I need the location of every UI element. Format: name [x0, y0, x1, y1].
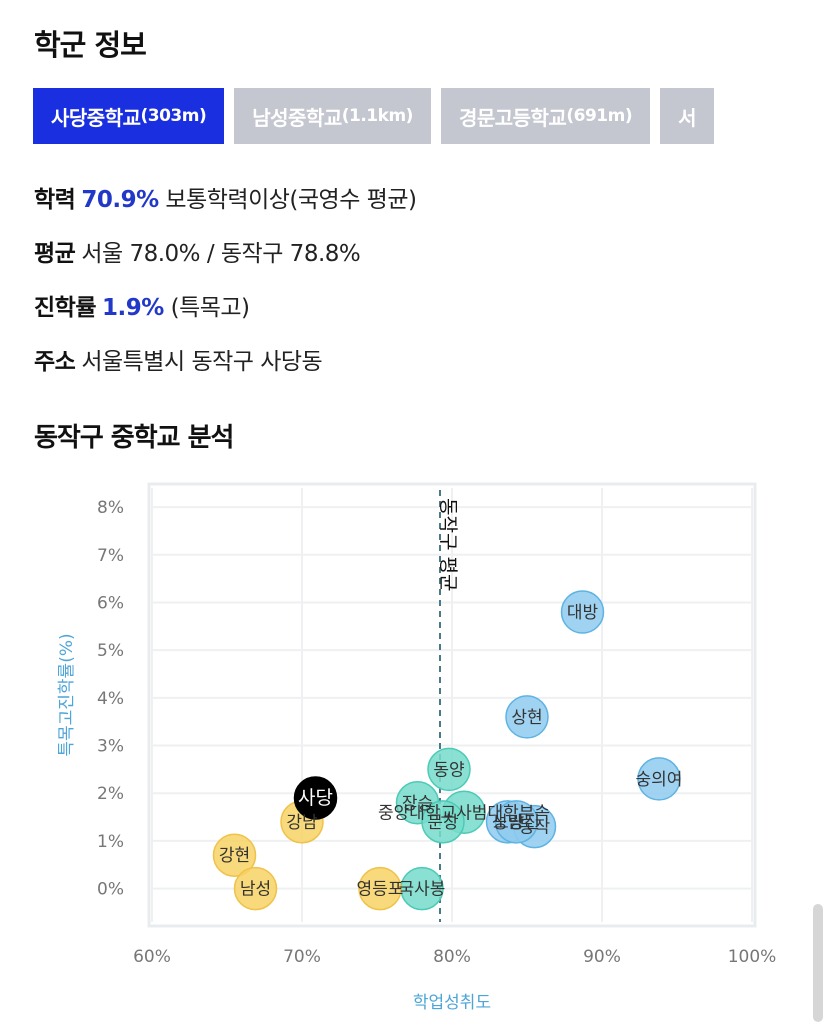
y-axis-title: 특목고진학률(%) [57, 633, 77, 756]
bubble [358, 866, 402, 911]
academic-value: 70.9% [81, 187, 159, 213]
bubble-label: 사당 [298, 787, 333, 809]
section-title: 학군 정보 [34, 28, 147, 62]
advance-desc: (특목고) [163, 295, 250, 321]
x-tick-label: 80% [433, 947, 471, 967]
tab-sadang-middle[interactable]: 사당중학교 (303m) [33, 88, 225, 144]
tab-label: 남성중학교 [252, 105, 342, 130]
y-tick-label: 0% [97, 880, 124, 900]
x-tick-label: 100% [728, 947, 777, 967]
bubble [427, 747, 471, 792]
x-tick-label: 70% [283, 947, 321, 967]
tab-gyeongmun-high[interactable]: 경문고등학교 (691m) [440, 88, 651, 144]
bubble-label: 강남 [286, 813, 318, 833]
bubble-label: 동양 [433, 760, 464, 780]
bubble-label: 중앙대학교사범대학부속 [378, 803, 550, 823]
bubble [505, 695, 549, 739]
school-tabs: 사당중학교 (303m) 남성중학교 (1.1km) 경문고등학교 (691m) 서 [33, 88, 780, 144]
average-text: 서울 78.0% / 동작구 78.8% [81, 241, 361, 267]
bubble [560, 590, 605, 634]
bubble [293, 776, 338, 820]
advance-value: 1.9% [101, 295, 164, 321]
address-text: 서울특별시 동작구 사당동 [81, 349, 323, 375]
info-average: 평균 서울 78.0% / 동작구 78.8% [34, 240, 361, 296]
bubble [233, 866, 278, 911]
bubble [212, 833, 257, 877]
bubble-label: 장승 [402, 794, 433, 814]
tab-next-school[interactable]: 서 [660, 88, 714, 144]
bubble-label: 국사봉 [399, 880, 446, 900]
bubble [421, 800, 465, 844]
bubble [494, 800, 539, 844]
y-tick-label: 7% [97, 546, 124, 566]
address-label: 주소 [34, 349, 76, 375]
bubble-label: 대방 [567, 603, 599, 623]
tab-distance: (303m) [140, 106, 207, 126]
x-axis-title: 학업성취도 [413, 993, 491, 1013]
y-tick-label: 5% [97, 641, 124, 661]
average-label: 평균 [34, 241, 76, 267]
info-academic: 학력 70.9% 보통학력이상(국영수 평균) [34, 186, 417, 242]
x-tick-label: 90% [583, 947, 621, 967]
y-tick-label: 1% [97, 832, 124, 852]
reference-line-label: 동작구 평균 [437, 498, 459, 591]
tab-label: 사당중학교 [51, 105, 141, 130]
tab-distance: (691m) [566, 106, 633, 126]
scrollbar[interactable] [813, 904, 823, 1022]
tab-distance: (1.1km) [341, 106, 414, 126]
plot-frame [147, 482, 757, 928]
tab-namseong-middle[interactable]: 남성중학교 (1.1km) [234, 88, 431, 144]
y-tick-label: 2% [97, 784, 124, 804]
academic-desc: 보통학력이상(국영수 평균) [158, 187, 417, 213]
advance-label: 진학률 [34, 295, 96, 321]
bubble-label: 숭의여 [636, 770, 683, 790]
bubble-label: 강현 [219, 846, 250, 866]
bubble-label: 상현 [511, 708, 542, 728]
y-tick-label: 4% [97, 689, 124, 709]
analysis-title: 동작구 중학교 분석 [34, 423, 234, 453]
x-tick-label: 60% [133, 947, 171, 967]
y-tick-label: 3% [97, 737, 124, 757]
bubble-label: 영등포 [357, 880, 404, 900]
bubble-label: 성남 [492, 813, 524, 833]
bubble-label: 남성 [240, 880, 271, 900]
academic-label: 학력 [34, 187, 76, 213]
bubble-label: 노량진 [493, 813, 540, 833]
scatter-chart: 0% 1% 2% 3% 4% 5% 6% 7% 8% 60% 70% 80% 90% 100% 동작구 평균… [57, 482, 777, 1013]
y-tick-label: 6% [97, 593, 124, 613]
y-tick-label: 8% [97, 498, 124, 518]
tab-label: 경문고등학교 [458, 105, 567, 130]
bubble-label: 동작 [519, 818, 551, 838]
bubble [637, 757, 681, 801]
tab-label: 서 [678, 105, 696, 130]
info-advance: 진학률 1.9% (특목고) [34, 294, 250, 350]
bubble-label: 문창 [427, 813, 459, 833]
info-address: 주소 서울특별시 동작구 사당동 [34, 348, 323, 404]
